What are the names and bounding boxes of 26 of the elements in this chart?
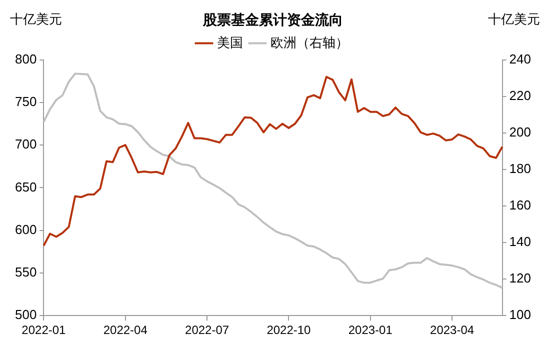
x-tick-label: 2022-01 [22,323,66,338]
y2-axis-title: 十亿美元 [488,12,540,27]
y-tick-label: 650 [14,179,37,194]
y2-tick-label: 160 [509,198,532,213]
x-tick-label: 2023-01 [348,323,393,338]
x-tick-label: 2023-04 [430,323,474,338]
y2-tick-label: 180 [509,161,532,176]
y2-tick-label: 240 [509,51,532,66]
chart-title: 股票基金累计资金流向 [202,11,343,28]
x-tick-label: 2022-04 [103,323,148,338]
y-tick-label: 800 [14,51,37,66]
x-tick-label: 2022-07 [185,323,230,338]
y-tick-label: 500 [14,307,37,322]
y2-tick-label: 200 [509,124,532,140]
legend-label: 美国 [217,34,243,50]
x-tick-label: 2022-10 [266,323,312,338]
y2-tick-label: 100 [509,307,532,322]
y2-tick-label: 140 [509,234,532,250]
y2-tick-label: 220 [509,88,532,103]
legend-label: 欧洲（右轴） [270,34,348,50]
y-tick-label: 600 [14,222,37,237]
y2-tick-label: 120 [509,270,532,286]
y-axis-title: 十亿美元 [10,12,62,27]
y-tick-label: 550 [14,264,37,280]
y-tick-label: 700 [14,136,37,152]
y-tick-label: 750 [14,94,37,110]
